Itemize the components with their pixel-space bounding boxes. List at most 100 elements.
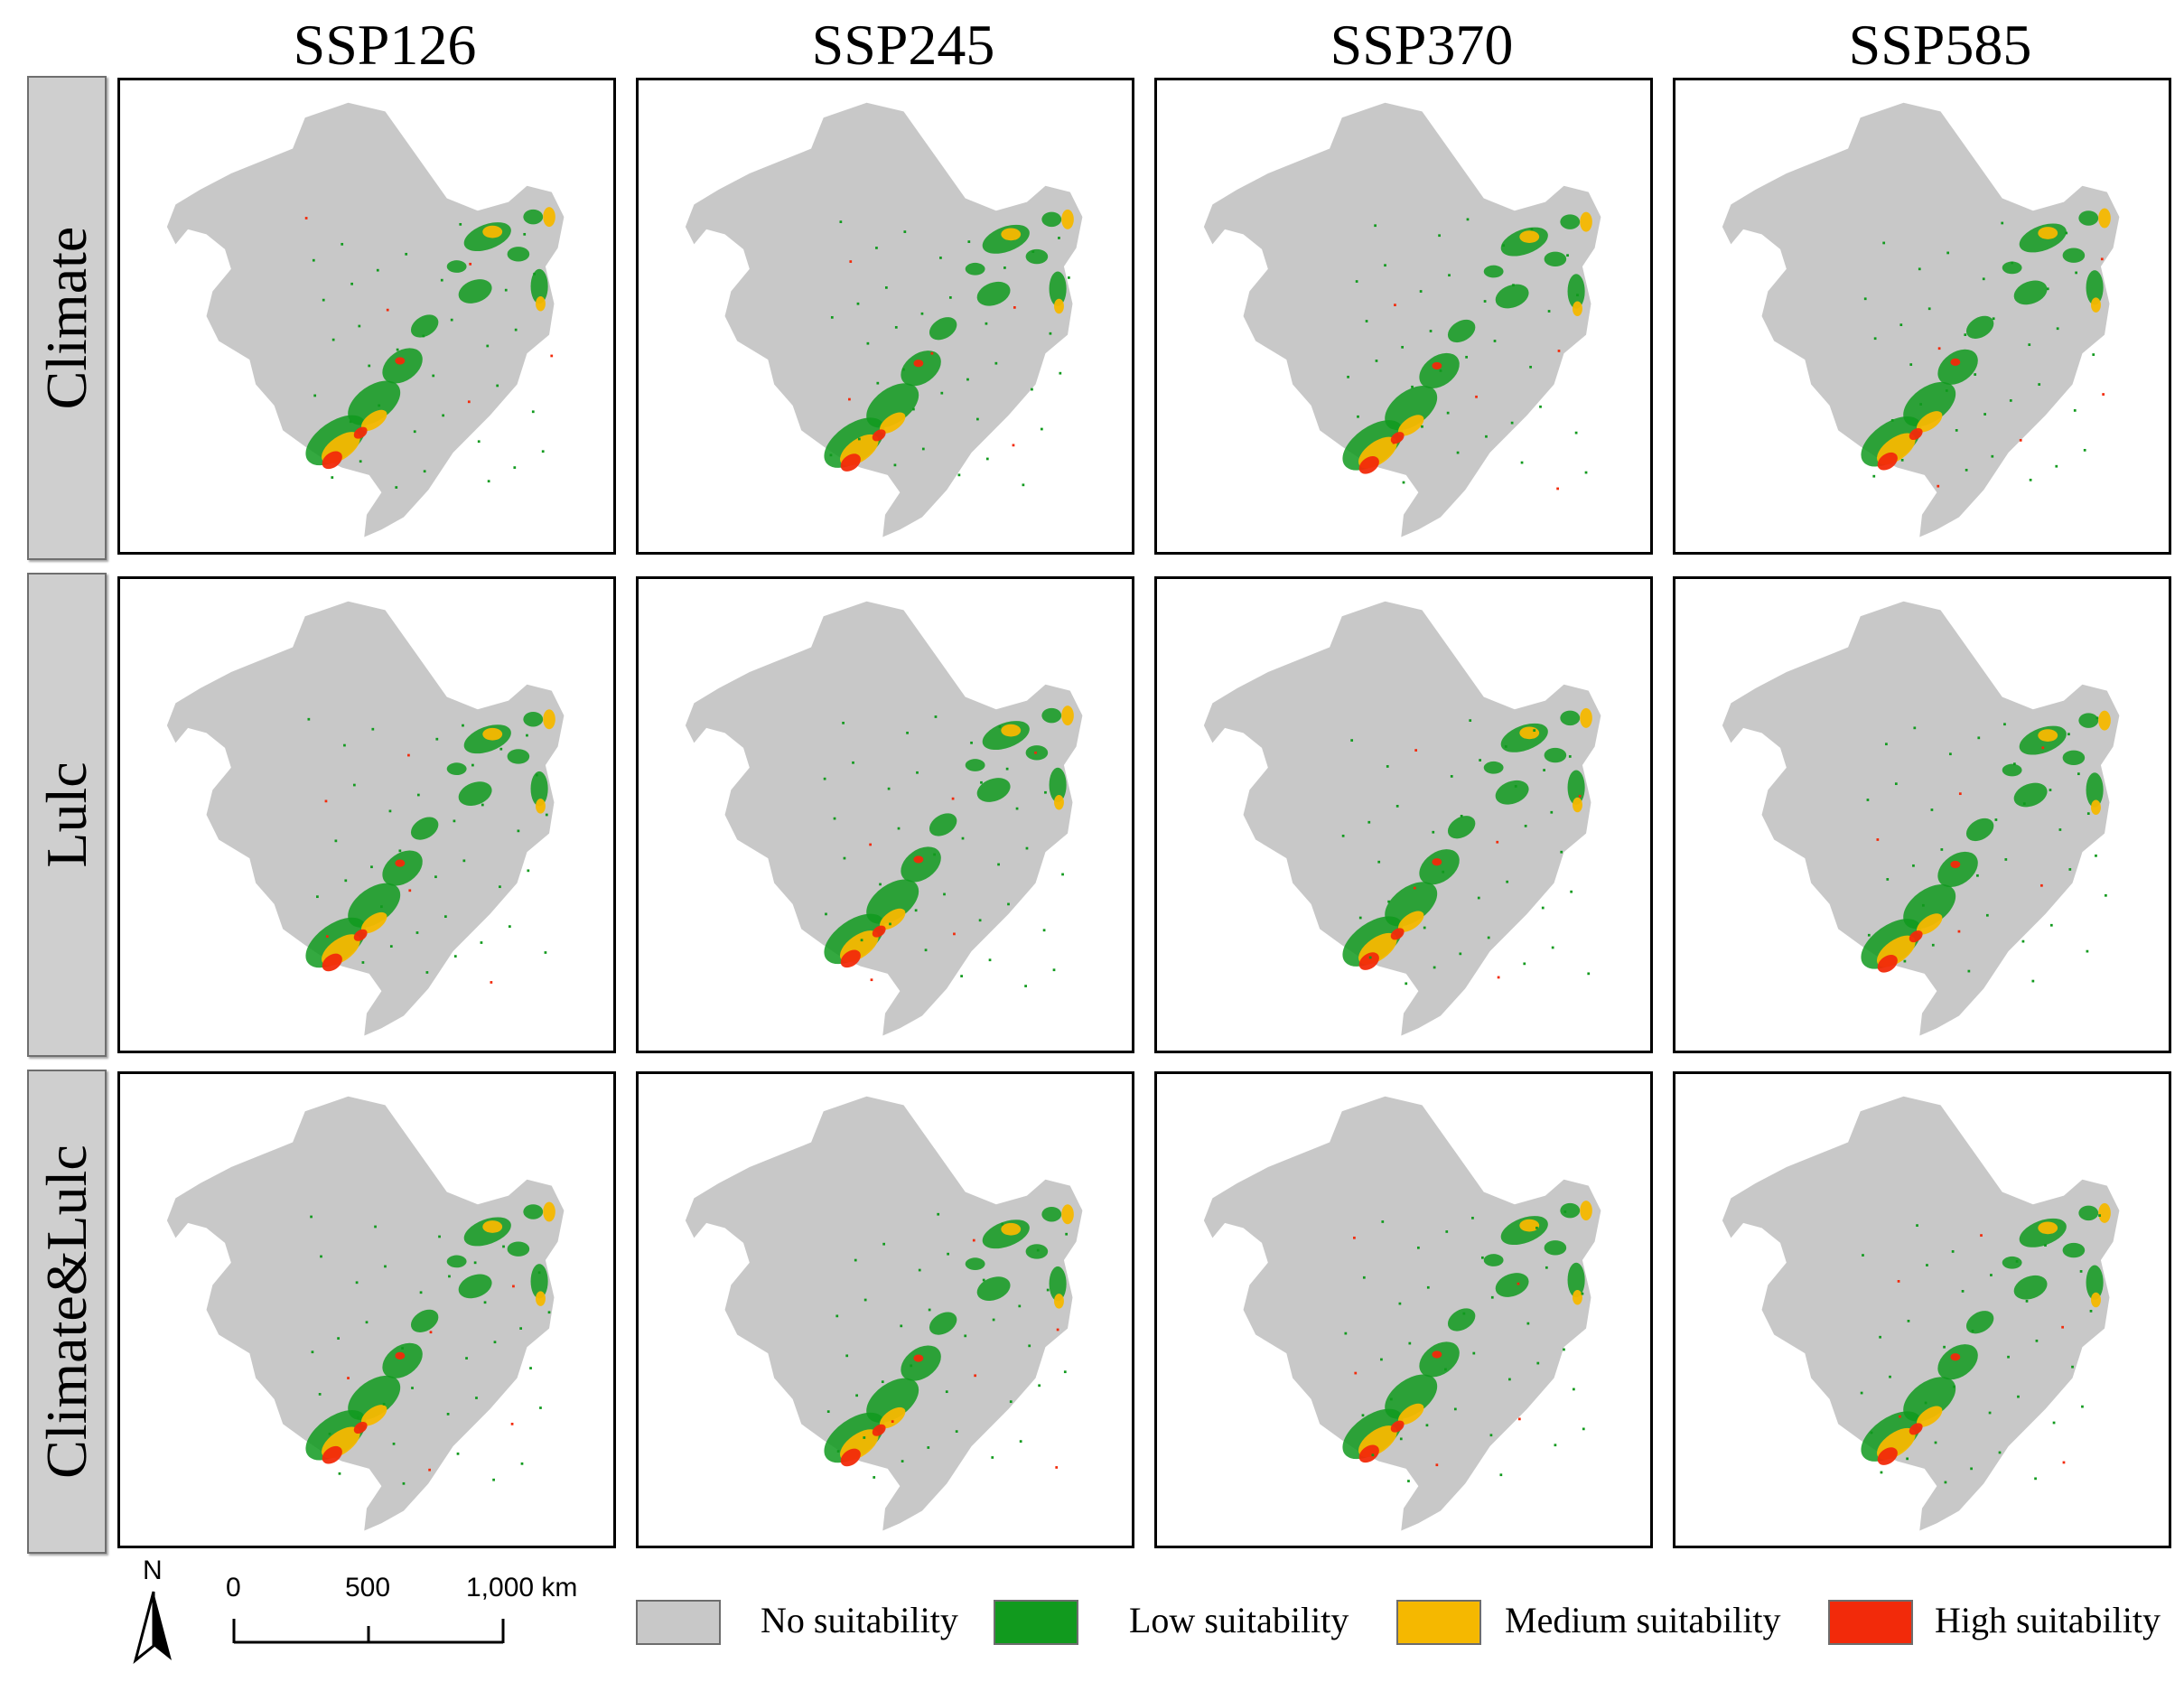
suitability-speckle (869, 843, 872, 846)
low-suitability-patch (2013, 782, 2048, 808)
low-suitability-patch (1385, 1374, 1438, 1419)
low-suitability-patch (866, 879, 919, 924)
medium-suitability-patch (1061, 706, 1074, 726)
suitability-speckle (428, 1468, 431, 1472)
suitability-speckle (440, 278, 443, 282)
suitability-speckle (1909, 363, 1913, 366)
low-suitability-patch (1419, 352, 1460, 389)
high-suitability-patch (322, 1445, 342, 1464)
medium-suitability-patch (536, 1291, 546, 1306)
suitability-speckle (823, 777, 826, 780)
suitability-speckle (2031, 979, 2035, 983)
suitability-speckle (826, 1410, 830, 1414)
suitability-speckle (1897, 1280, 1900, 1283)
medium-suitability-patch (1573, 301, 1582, 316)
suitability-speckle (2058, 828, 2062, 831)
suitability-speckle (475, 1397, 478, 1399)
suitability-speckle (544, 951, 547, 954)
suitability-speckle (1031, 388, 1033, 391)
low-suitability-patch (1495, 1273, 1529, 1297)
suitability-speckle (2009, 399, 2012, 402)
low-suitability-patch (1903, 1377, 1956, 1422)
suitability-speckle (2081, 1405, 2084, 1408)
suitability-speckle (2001, 221, 2004, 225)
suitability-speckle (2028, 343, 2031, 346)
scale-bar (232, 1619, 505, 1644)
suitability-speckle (526, 734, 528, 737)
high-suitability-patch (1432, 361, 1442, 370)
suitability-speckle (415, 931, 419, 934)
low-suitability-patch (1965, 1311, 1994, 1334)
suitability-speckle (1031, 250, 1035, 253)
suitability-speckle (1429, 330, 1433, 332)
low-suitability-patch (2086, 772, 2104, 808)
suitability-speckle (1350, 739, 1354, 742)
suitability-speckle (401, 1347, 404, 1350)
suitability-speckle (513, 466, 517, 469)
suitability-speckle (1943, 1345, 1946, 1349)
suitability-speckle (359, 460, 362, 463)
suitability-speckle (1392, 441, 1395, 444)
medium-suitability-patch (2091, 799, 2101, 815)
suitability-speckle (1563, 1210, 1567, 1213)
suitability-speckle (1444, 1368, 1447, 1371)
suitability-speckle (1402, 481, 1405, 484)
column-title-ssp245: SSP245 (811, 13, 995, 77)
low-suitability-patch (507, 1241, 530, 1257)
low-suitability-patch (2013, 1275, 2048, 1300)
suitability-speckle (980, 780, 983, 784)
high-suitability-patch (395, 859, 406, 867)
low-suitability-patch (1041, 707, 1062, 724)
suitability-speckle (307, 717, 311, 721)
suitability-speckle (324, 799, 328, 803)
low-suitability-patch (976, 281, 1011, 306)
low-suitability-patch (1447, 1308, 1476, 1332)
medium-suitability-patch (879, 412, 906, 434)
suitability-speckle (1517, 1282, 1520, 1285)
suitability-speckle (1046, 1288, 1050, 1292)
legend-label-low: Low suitability (1129, 1600, 1349, 1640)
low-suitability-patch (2078, 713, 2099, 728)
suitability-speckle (473, 1261, 477, 1265)
suitability-speckle (1535, 1226, 1538, 1229)
suitability-speckle (1058, 237, 1060, 239)
suitability-speckle (1438, 234, 1441, 238)
suitability-speckle (311, 1350, 314, 1354)
suitability-speckle (1926, 1264, 1928, 1266)
low-suitability-patch (382, 1342, 423, 1378)
low-suitability-patch (382, 850, 423, 886)
legend-swatch-no (636, 1600, 721, 1645)
suitability-speckle (1867, 933, 1871, 937)
low-suitability-patch (507, 247, 530, 262)
suitability-speckle (512, 1285, 515, 1288)
medium-suitability-patch (482, 727, 503, 741)
suitability-speckle (845, 1354, 849, 1358)
suitability-speckle (1475, 395, 1478, 398)
suitability-speckle (1395, 805, 1399, 808)
low-suitability-patch (2002, 763, 2022, 777)
suitability-speckle (1584, 471, 1588, 474)
row-label-lulc: Lulc (27, 573, 107, 1057)
suitability-speckle (453, 819, 456, 823)
suitability-speckle (402, 1481, 406, 1485)
suitability-speckle (481, 803, 484, 807)
suitability-speckle (1944, 1481, 1947, 1484)
suitability-speckle (855, 1394, 858, 1397)
suitability-speckle (547, 1311, 551, 1314)
suitability-speckle (1483, 300, 1487, 303)
medium-suitability-patch (536, 296, 546, 312)
suitability-speckle (334, 839, 338, 843)
suitability-speckle (1955, 429, 1958, 432)
suitability-speckle (2041, 746, 2045, 750)
suitability-speckle (2046, 287, 2049, 291)
medium-suitability-patch (2038, 227, 2058, 239)
suitability-speckle (453, 955, 457, 958)
suitability-speckle (1009, 1400, 1013, 1404)
medium-suitability-patch (360, 1405, 387, 1426)
region-outline (1722, 102, 2120, 537)
suitability-speckle (2011, 261, 2014, 265)
suitability-speckle (2049, 789, 2052, 791)
map-panel-lulc-ssp245 (636, 576, 1134, 1053)
suitability-speckle (1354, 1371, 1358, 1375)
low-suitability-patch (348, 380, 401, 425)
